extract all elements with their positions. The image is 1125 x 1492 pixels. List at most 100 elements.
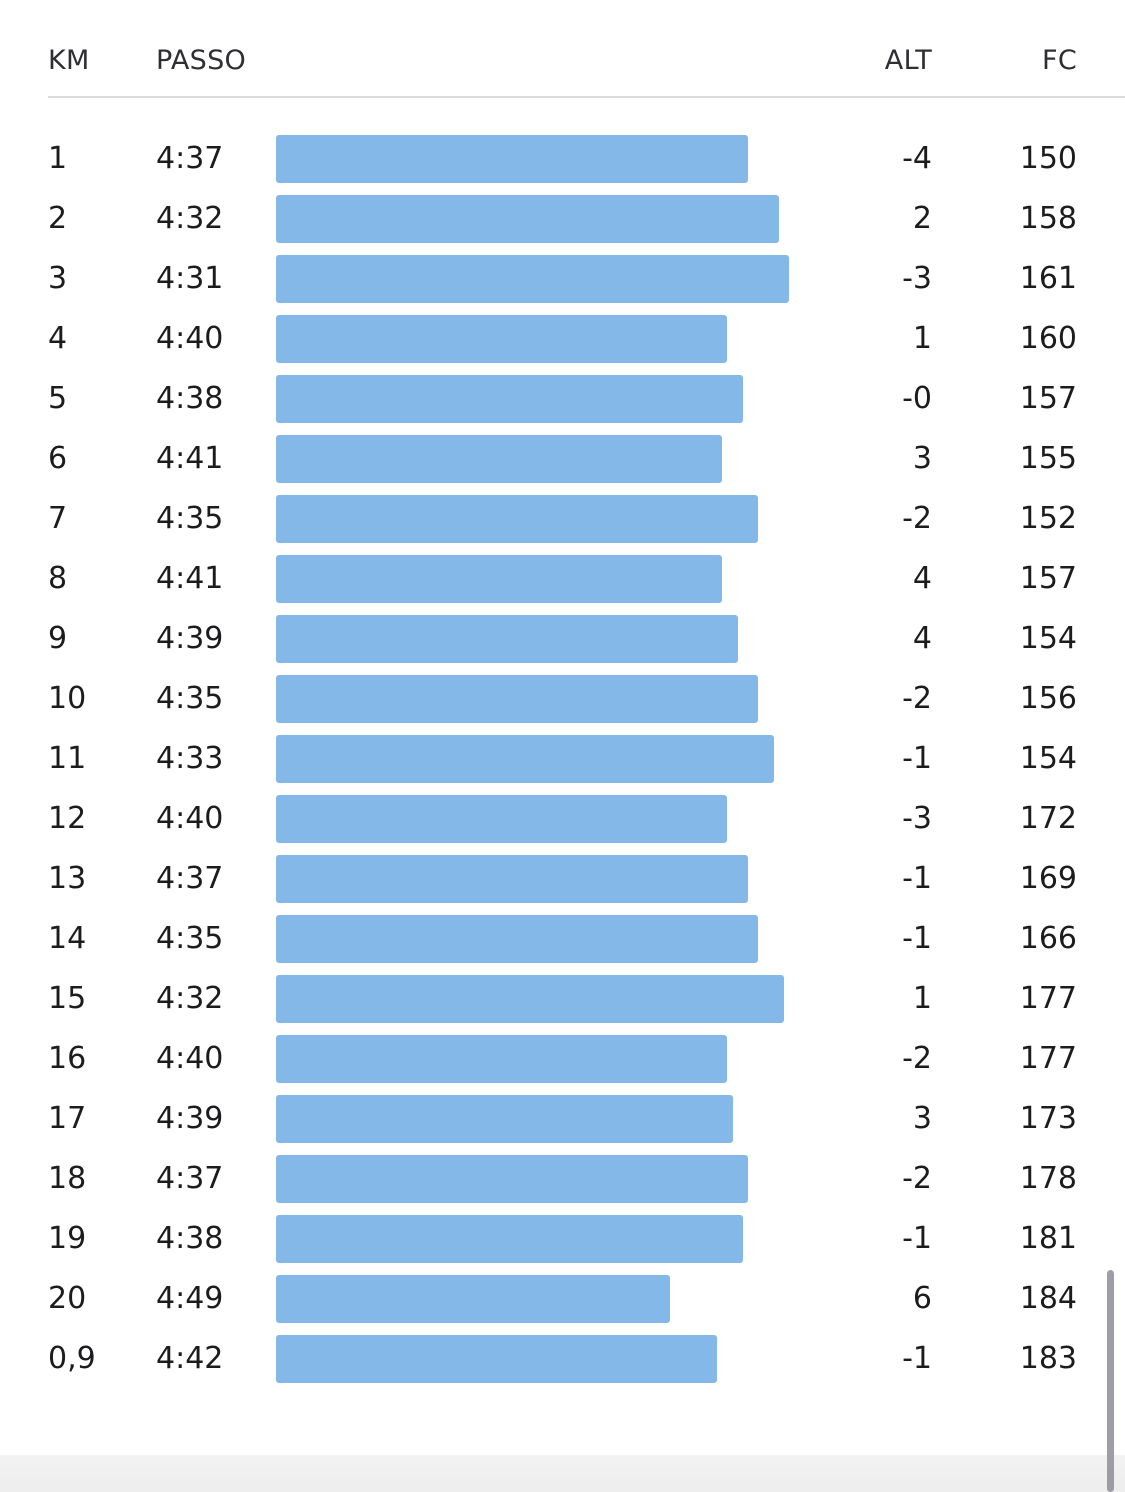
split-pace: 4:38 [156,1221,224,1256]
split-heart-rate: 152 [1019,501,1077,536]
split-km: 14 [48,921,87,956]
split-heart-rate: 181 [1019,1221,1077,1256]
split-heart-rate: 166 [1019,921,1077,956]
split-heart-rate: 161 [1019,261,1077,296]
split-altitude: 1 [912,981,932,1016]
split-pace: 4:40 [156,321,224,356]
pace-bar [276,975,784,1023]
split-altitude: -1 [902,861,932,896]
split-row: 16 4:40 -2 177 [0,1029,1125,1089]
split-altitude: 2 [912,201,932,236]
pace-bar [276,1215,743,1263]
split-heart-rate: 177 [1019,981,1077,1016]
split-heart-rate: 156 [1019,681,1077,716]
split-pace: 4:32 [156,201,224,236]
split-altitude: 6 [912,1281,932,1316]
split-row: 9 4:39 4 154 [0,609,1125,669]
split-km: 8 [48,561,68,596]
splits-table-body: 1 4:37 -4 150 2 4:32 2 158 3 4:31 -3 161 4 4:40 1 160 5 4… [0,129,1125,1389]
column-header-altitude: ALT [884,45,932,76]
split-km: 19 [48,1221,87,1256]
split-km: 20 [48,1281,87,1316]
split-altitude: -2 [902,681,932,716]
split-altitude: -4 [902,141,932,176]
split-row: 0,9 4:42 -1 183 [0,1329,1125,1389]
vertical-scrollbar[interactable] [1107,1270,1114,1492]
split-heart-rate: 157 [1019,561,1077,596]
split-heart-rate: 150 [1019,141,1077,176]
pace-bar [276,255,789,303]
split-pace: 4:35 [156,681,224,716]
split-altitude: -2 [902,1161,932,1196]
pace-bar [276,435,722,483]
split-pace: 4:40 [156,1041,224,1076]
split-km: 10 [48,681,87,716]
split-km: 13 [48,861,87,896]
splits-table-header: KM PASSO ALT FC [0,0,1125,98]
split-km: 5 [48,381,68,416]
split-altitude: -2 [902,501,932,536]
split-pace: 4:37 [156,861,224,896]
split-row: 20 4:49 6 184 [0,1269,1125,1329]
split-pace: 4:40 [156,801,224,836]
column-header-km: KM [48,45,90,76]
split-row: 8 4:41 4 157 [0,549,1125,609]
split-row: 14 4:35 -1 166 [0,909,1125,969]
split-altitude: -1 [902,741,932,776]
split-km: 12 [48,801,87,836]
split-km: 7 [48,501,68,536]
split-altitude: 4 [912,561,932,596]
split-pace: 4:35 [156,501,224,536]
split-row: 3 4:31 -3 161 [0,249,1125,309]
pace-bar [276,1095,733,1143]
split-pace: 4:39 [156,1101,224,1136]
pace-bar [276,555,722,603]
pace-bar [276,1035,727,1083]
split-pace: 4:41 [156,561,224,596]
split-pace: 4:42 [156,1341,224,1376]
split-pace: 4:33 [156,741,224,776]
split-km: 15 [48,981,87,1016]
split-altitude: 1 [912,321,932,356]
split-altitude: -1 [902,1341,932,1376]
split-heart-rate: 158 [1019,201,1077,236]
split-pace: 4:37 [156,1161,224,1196]
split-altitude: 3 [912,1101,932,1136]
split-row: 5 4:38 -0 157 [0,369,1125,429]
split-altitude: -0 [902,381,932,416]
split-pace: 4:31 [156,261,224,296]
pace-bar [276,1275,670,1323]
split-pace: 4:49 [156,1281,224,1316]
column-header-heart-rate: FC [1042,45,1077,76]
pace-bar [276,735,774,783]
split-altitude: -3 [902,801,932,836]
split-row: 6 4:41 3 155 [0,429,1125,489]
split-pace: 4:37 [156,141,224,176]
split-pace: 4:32 [156,981,224,1016]
header-divider [48,96,1125,98]
split-altitude: -2 [902,1041,932,1076]
pace-bar [276,135,748,183]
split-row: 11 4:33 -1 154 [0,729,1125,789]
split-heart-rate: 173 [1019,1101,1077,1136]
pace-bar [276,1335,717,1383]
split-row: 15 4:32 1 177 [0,969,1125,1029]
split-heart-rate: 169 [1019,861,1077,896]
column-header-pace: PASSO [156,45,247,76]
split-km: 3 [48,261,68,296]
bottom-panel-edge [0,1455,1125,1492]
split-pace: 4:39 [156,621,224,656]
split-row: 7 4:35 -2 152 [0,489,1125,549]
pace-bar [276,795,727,843]
split-heart-rate: 183 [1019,1341,1077,1376]
split-altitude: -1 [902,1221,932,1256]
split-row: 10 4:35 -2 156 [0,669,1125,729]
split-row: 18 4:37 -2 178 [0,1149,1125,1209]
split-row: 12 4:40 -3 172 [0,789,1125,849]
pace-bar [276,195,779,243]
split-heart-rate: 154 [1019,621,1077,656]
pace-bar [276,915,758,963]
split-heart-rate: 155 [1019,441,1077,476]
split-row: 4 4:40 1 160 [0,309,1125,369]
split-km: 0,9 [48,1341,96,1376]
